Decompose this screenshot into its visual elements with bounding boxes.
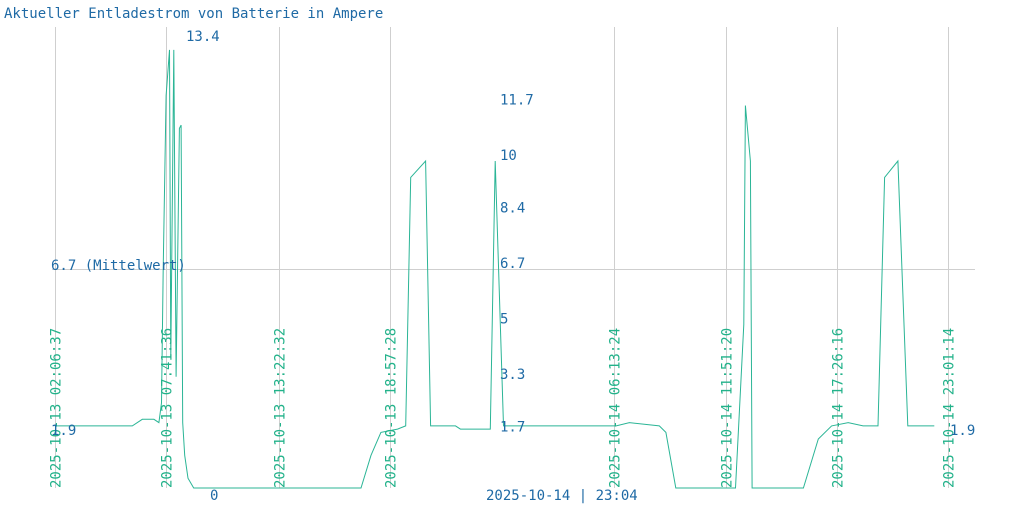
x-tick-label: 2025-10-14 11:51:20: [720, 328, 736, 488]
x-tick-label: 2025-10-14 23:01:14: [942, 328, 958, 488]
end-time-label: 2025-10-14 | 23:04: [486, 488, 638, 504]
label-layer: 2025-10-13 02:06:37 2025-10-13 07:41:36 20…: [49, 92, 958, 488]
y-tick-label: 10: [500, 148, 517, 164]
x-tick-label: 2025-10-14 06:13:24: [608, 328, 624, 488]
first-value-label: 1.9: [51, 423, 76, 439]
grid-lines: [52, 27, 975, 488]
min-value-label: 0: [210, 488, 218, 504]
x-tick-label: 2025-10-13 13:22:32: [273, 328, 289, 488]
x-tick-label: 2025-10-13 02:06:37: [49, 328, 65, 488]
series-line: [54, 49, 935, 489]
chart-title: Aktueller Entladestrom von Batterie in A…: [4, 6, 383, 22]
max-value-label: 13.4: [186, 29, 220, 45]
y-tick-label: 1.7: [500, 419, 525, 435]
mean-label: 6.7 (Mittelwert): [51, 258, 186, 274]
x-tick-label: 2025-10-13 18:57:28: [384, 328, 400, 488]
y-tick-label: 3.3: [500, 367, 525, 383]
x-tick-label: 2025-10-13 07:41:36: [160, 328, 176, 488]
x-tick-label: 2025-10-14 17:26:16: [831, 328, 847, 488]
y-tick-label: 11.7: [500, 92, 534, 108]
y-tick-label: 6.7: [500, 256, 525, 272]
series-layer: [54, 49, 935, 489]
last-value-label: 1.9: [950, 423, 975, 439]
y-tick-label: 5: [500, 312, 508, 328]
y-tick-label: 8.4: [500, 200, 525, 216]
